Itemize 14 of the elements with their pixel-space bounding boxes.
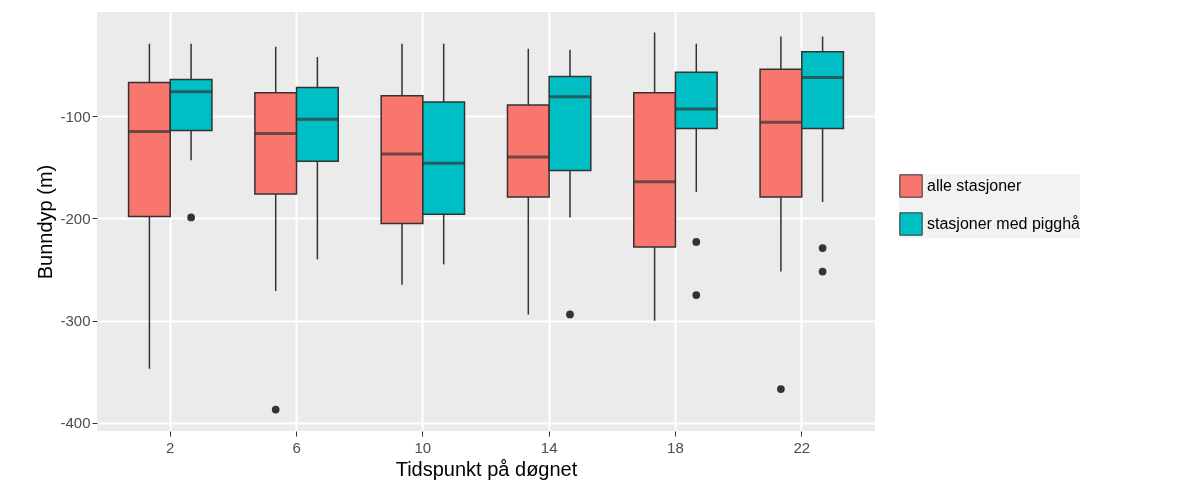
x-tick-label: 22 [793, 438, 811, 456]
y-tick-label: -100 [60, 107, 91, 125]
x-tick-label: 2 [166, 438, 175, 456]
y-tick-label: -200 [60, 209, 91, 227]
legend-label: stasjoner med pigghå [927, 215, 1081, 232]
y-tick-label: -400 [60, 414, 91, 432]
y-axis-title: Bunndyp (m) [34, 164, 57, 280]
y-tick-label: -300 [60, 312, 91, 330]
x-tick-label: 18 [667, 438, 684, 456]
legend-label: alle stasjoner [927, 177, 1022, 194]
x-tick-label: 10 [414, 438, 432, 456]
x-axis-title: Tidspunkt på døgnet [395, 457, 578, 480]
x-tick-label: 14 [540, 438, 558, 456]
x-tick-label: 6 [292, 438, 301, 456]
